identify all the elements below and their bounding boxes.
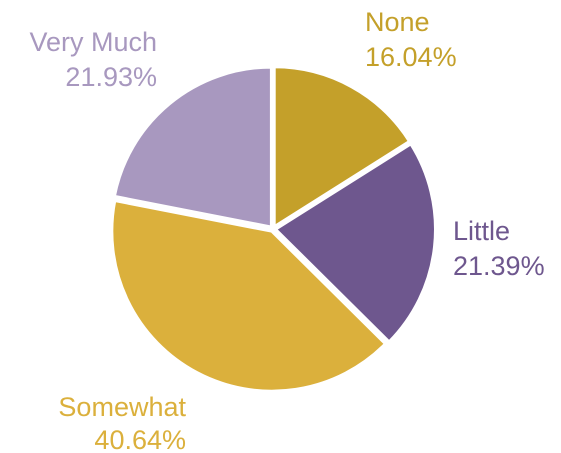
label-none-name: None	[365, 7, 430, 37]
pie-slice-little	[273, 142, 437, 344]
label-somewhat-value: 40.64%	[94, 425, 186, 453]
pie-slice-none	[272, 65, 412, 229]
label-little-name: Little	[453, 216, 510, 246]
label-none-value: 16.04%	[365, 42, 457, 72]
pie-slices	[110, 65, 437, 393]
pie-labels: None 16.04% Little 21.39% Somewhat 40.64…	[29, 7, 544, 453]
label-very-much-value: 21.93%	[65, 62, 157, 92]
label-somewhat-name: Somewhat	[58, 392, 186, 422]
pie-slice-very-much	[112, 65, 273, 229]
pie-slice-somewhat	[110, 199, 387, 393]
label-very-much-name: Very Much	[29, 27, 157, 57]
label-little-value: 21.39%	[453, 251, 545, 281]
